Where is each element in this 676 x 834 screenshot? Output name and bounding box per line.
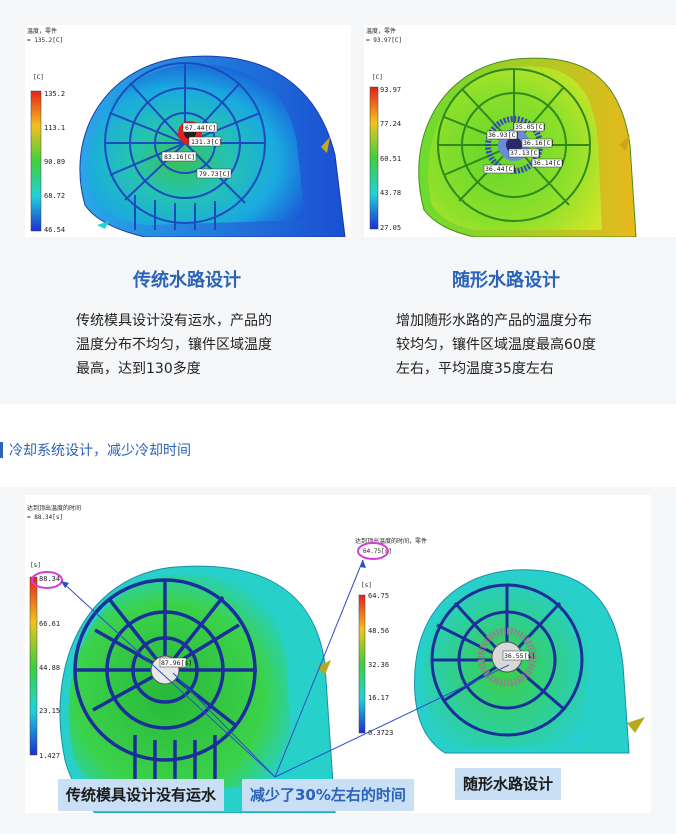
scale-tick: 44.88 [39, 664, 60, 672]
cooling-time-section: 达到顶出温度的时间 = 88.34[s] [s] 88.34 66.61 44.… [0, 487, 676, 834]
color-scale-bar [358, 594, 366, 734]
scale-tick: 23.15 [39, 707, 60, 715]
section-accent-bar [0, 442, 3, 458]
scale-tick: 64.75 [368, 592, 389, 600]
callout-label: 36.55[s] [504, 652, 535, 660]
callout-label: 67.44[C] [185, 124, 216, 132]
highlight-ring [31, 571, 63, 589]
scale-tick: 77.24 [380, 120, 401, 128]
traditional-label-tag: 传统模具设计没有运水 [58, 779, 225, 811]
cooling-time-comparison-image: 达到顶出温度的时间 = 88.34[s] [s] 88.34 66.61 44.… [25, 495, 651, 813]
scale-tick: 68.72 [44, 192, 65, 200]
callout-label: 36.93[C] [488, 131, 519, 139]
color-scale-bar [29, 576, 38, 756]
highlight-ring [357, 542, 389, 560]
scale-tick: 32.36 [368, 661, 389, 669]
comparison-section: 温度，零件 = 135.2[C] [C] 135.2 113.1 90.89 6… [0, 0, 676, 404]
section-title: 冷却系统设计，减少冷却时间 [9, 443, 191, 459]
plot-value: = 93.97[C] [366, 37, 402, 44]
description-line: 较均匀，镶件区域温度最高60度 [396, 337, 596, 353]
traditional-title: 传统水路设计 [133, 270, 241, 291]
description-line: 最高，达到130多度 [76, 361, 201, 377]
traditional-temperature-plot: 温度，零件 = 135.2[C] [C] 135.2 113.1 90.89 6… [25, 25, 351, 237]
scale-tick: 88.34 [39, 575, 60, 583]
callout-label: 87.96[s] [161, 659, 192, 667]
comparison-arrows [60, 559, 510, 778]
scale-tick: 90.89 [44, 158, 65, 166]
color-scale-bar [30, 90, 42, 232]
callout-label: 36.16[C] [523, 139, 554, 147]
description-line: 增加随形水路的产品的温度分布 [396, 313, 592, 329]
scale-tick: 27.05 [380, 224, 401, 232]
callout-label: 36.14[C] [533, 159, 564, 167]
scale-unit: [s] [30, 562, 41, 569]
description-line: 传统模具设计没有运水，产品的 [76, 313, 272, 329]
plot-value: 64.75[s] [363, 548, 392, 555]
callout-label: 35.05[C] [515, 123, 546, 131]
plot-value: = 135.2[C] [27, 37, 63, 44]
callout-label: 37.13[C] [510, 149, 541, 157]
traditional-description: 传统模具设计没有运水，产品的 温度分布不均匀，镶件区域温度 最高，达到130多度 [76, 309, 316, 381]
scale-tick: 93.97 [380, 86, 401, 94]
scale-tick: 43.78 [380, 189, 401, 197]
section-header: 冷却系统设计，减少冷却时间 [0, 440, 191, 460]
conformal-description: 增加随形水路的产品的温度分布 较均匀，镶件区域温度最高60度 左右，平均温度35… [396, 309, 636, 381]
scale-tick: 113.1 [44, 124, 65, 132]
conformal-temperature-plot: 温度，零件 = 93.97[C] [C] 93.97 77.24 60.51 4… [364, 25, 676, 237]
conformal-title: 随形水路设计 [452, 270, 560, 291]
callout-label: 83.16[C] [164, 153, 195, 161]
plot-header: 达到顶出温度的时间 [27, 504, 81, 512]
scale-tick: 60.51 [380, 155, 401, 163]
description-line: 左右，平均温度35度左右 [396, 361, 554, 377]
scale-unit: [s] [361, 582, 372, 589]
plot-header: 达到顶出温度的时间，零件 [355, 537, 427, 545]
scale-tick: 46.54 [44, 226, 65, 234]
scale-tick: 66.61 [39, 620, 60, 628]
callout-label: 36.44[C] [485, 165, 516, 173]
plot-header: 温度，零件 [27, 27, 57, 35]
plot-value: = 88.34[s] [27, 514, 63, 521]
scale-unit: [C] [372, 74, 383, 81]
callout-label: 79.73[C] [199, 170, 230, 178]
scale-tick: 48.56 [368, 627, 389, 635]
color-scale-bar [369, 86, 379, 230]
scale-tick: 16.17 [368, 694, 389, 702]
conformal-label-tag: 随形水路设计 [455, 768, 562, 800]
callout-label: 131.3[C] [191, 138, 222, 146]
scale-unit: [C] [33, 74, 44, 81]
scale-tick: 1.427 [39, 752, 60, 760]
scale-tick: 135.2 [44, 90, 65, 98]
scale-tick: 0.3723 [368, 729, 393, 737]
plot-header: 温度，零件 [366, 27, 396, 35]
description-line: 温度分布不均匀，镶件区域温度 [76, 337, 272, 353]
reduced-time-label-tag: 减少了30%左右的时间 [242, 779, 414, 811]
